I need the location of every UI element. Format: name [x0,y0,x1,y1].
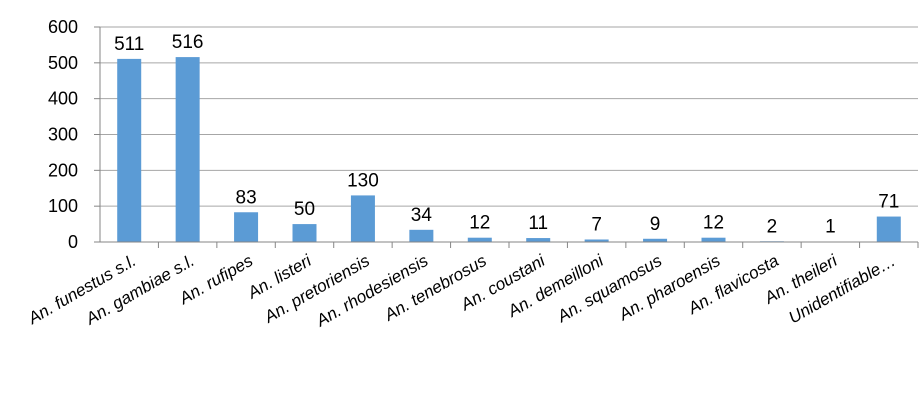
axes [94,26,919,248]
bar [701,237,726,242]
data-label: 83 [236,187,257,208]
bar [643,238,668,242]
bar [292,224,317,242]
bars [117,57,901,243]
data-labels: 511 516 83 50 130 34 12 11 7 9 12 2 1 71 [114,32,899,238]
data-label: 130 [347,170,379,191]
data-label: 511 [114,34,144,55]
bar [117,58,142,243]
data-label: 34 [411,205,433,226]
data-label: 9 [650,214,661,235]
x-axis-labels: An. funestus s.l.An. gambiae s.l.An. ruf… [24,250,899,330]
bar [409,229,434,242]
bar [175,57,200,242]
data-label: 50 [294,199,315,220]
y-tick-label: 100 [48,196,78,216]
bar [584,239,609,242]
data-label: 7 [591,214,602,235]
gridlines [100,26,918,207]
y-tick-label: 200 [48,160,78,180]
y-tick-label: 500 [48,53,78,73]
bar [467,237,492,242]
y-tick-label: 0 [68,232,78,252]
data-label: 1 [825,217,836,238]
data-label: 12 [703,213,724,234]
y-tick-label: 600 [48,17,78,37]
data-label: 516 [172,32,204,53]
bar [234,212,259,242]
data-label: 12 [469,213,490,234]
data-label: 2 [767,216,778,237]
bar [876,216,901,242]
y-tick-label: 400 [48,89,78,109]
data-label: 11 [528,213,548,234]
y-axis-ticks: 0 100 200 300 400 500 600 [48,17,78,252]
bar [526,238,551,242]
bar [350,195,375,242]
y-tick-label: 300 [48,125,78,145]
data-label: 71 [878,192,899,213]
